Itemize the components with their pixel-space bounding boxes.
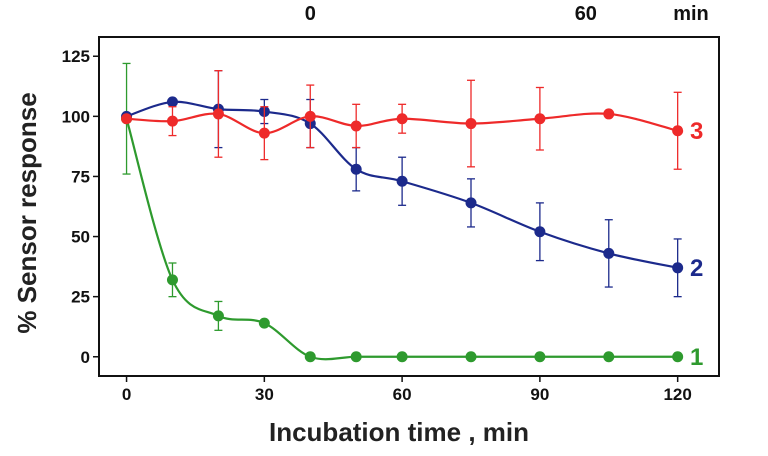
series-line: [126, 112, 678, 135]
y-tick-label: 0: [81, 348, 90, 367]
data-point: [350, 120, 362, 132]
plot-frame: [98, 36, 720, 377]
chart-background: [98, 36, 720, 377]
x-tick-label: 90: [530, 385, 549, 404]
data-point: [603, 247, 615, 259]
data-point: [396, 113, 408, 125]
data-point: [672, 351, 684, 363]
data-point: [258, 317, 270, 329]
data-point: [212, 310, 224, 322]
y-tick-label: 125: [62, 47, 90, 66]
top-axis-tick-label: 60: [575, 3, 597, 25]
data-point: [304, 110, 316, 122]
data-point: [672, 125, 684, 137]
y-tick-label: 50: [71, 228, 90, 247]
top-axis-tick-label: 0: [305, 3, 316, 25]
series-label: 2: [690, 255, 703, 282]
data-point: [304, 351, 316, 363]
y-tick-label: 100: [62, 107, 90, 126]
axes: 02550751001250306090120060120: [62, 3, 692, 404]
data-point: [166, 115, 178, 127]
data-point: [212, 108, 224, 120]
x-axis-title: Incubation time , min: [269, 417, 529, 447]
data-point: [396, 175, 408, 187]
top-axis-unit: min: [673, 3, 709, 25]
data-point: [465, 351, 477, 363]
x-tick-label: 0: [122, 385, 131, 404]
x-tick-label: 30: [255, 385, 274, 404]
data-point: [534, 351, 546, 363]
data-point: [603, 108, 615, 120]
data-point: [465, 197, 477, 209]
data-point: [121, 113, 133, 125]
data-point: [534, 113, 546, 125]
series-label: 3: [690, 118, 703, 145]
x-tick-label: 120: [663, 385, 691, 404]
data-point: [672, 262, 684, 274]
y-tick-label: 25: [71, 288, 90, 307]
data-point: [166, 96, 178, 108]
data-point: [396, 351, 408, 363]
series-label: 1: [690, 344, 703, 371]
x-tick-label: 60: [393, 385, 412, 404]
series-3: 3: [121, 70, 703, 170]
data-point: [258, 127, 270, 139]
data-point: [350, 163, 362, 175]
data-point: [465, 118, 477, 130]
y-axis-title: % Sensor response: [12, 92, 42, 333]
plot-area: 1 2 3: [121, 62, 703, 371]
data-point: [534, 226, 546, 238]
data-point: [350, 351, 362, 363]
y-tick-label: 75: [71, 167, 90, 186]
data-point: [603, 351, 615, 363]
data-point: [166, 274, 178, 286]
